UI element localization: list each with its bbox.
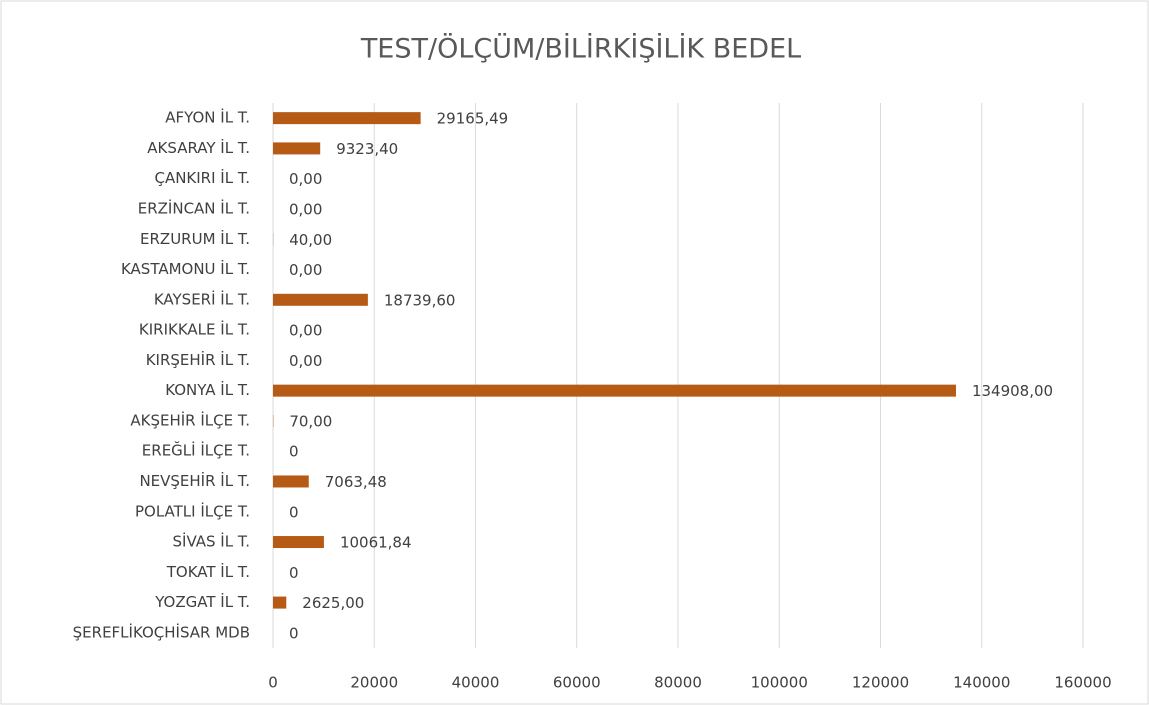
y-tick-label: AKSARAY İL T. [147, 138, 250, 157]
data-label: 2625,00 [302, 594, 364, 612]
data-label: 134908,00 [972, 382, 1053, 400]
x-tick-label: 80000 [654, 674, 702, 692]
data-label: 40,00 [289, 231, 332, 249]
data-label: 0 [289, 503, 299, 521]
x-tick-label: 120000 [852, 674, 909, 692]
y-tick-label: POLATLI İLÇE T. [135, 501, 250, 520]
y-tick-label: ÇANKIRI İL T. [154, 168, 250, 187]
bar [273, 293, 368, 306]
y-tick-label: ŞEREFLİKOÇHİSAR MDB [73, 622, 250, 641]
y-tick-label: ERZURUM İL T. [140, 229, 250, 248]
y-tick-label: NEVŞEHİR İL T. [139, 471, 250, 490]
data-label: 10061,84 [340, 534, 412, 552]
bar [273, 142, 321, 155]
data-label: 18739,60 [384, 291, 456, 309]
data-label: 0,00 [289, 352, 322, 370]
bar [273, 384, 956, 397]
bar [273, 475, 309, 488]
data-label: 0 [289, 624, 299, 642]
data-label: 0,00 [289, 170, 322, 188]
bar [273, 596, 287, 609]
y-tick-label: KIRŞEHİR İL T. [146, 350, 250, 369]
x-tick-label: 40000 [452, 674, 500, 692]
x-tick-label: 60000 [553, 674, 601, 692]
data-label: 70,00 [289, 412, 332, 430]
y-tick-label: KIRIKKALE İL T. [139, 320, 250, 339]
x-tick-label: 140000 [953, 674, 1010, 692]
y-tick-label: SİVAS İL T. [173, 532, 251, 551]
data-label: 0,00 [289, 322, 322, 340]
data-label: 0,00 [289, 200, 322, 218]
chart-title: TEST/ÖLÇÜM/BİLİRKİŞİLİK BEDEL [360, 33, 801, 65]
data-label: 29165,49 [437, 110, 509, 128]
data-label: 0 [289, 443, 299, 461]
y-tick-label: YOZGAT İL T. [154, 592, 250, 611]
bar [273, 112, 421, 125]
y-tick-label: KASTAMONU İL T. [121, 259, 250, 278]
data-label: 0,00 [289, 261, 322, 279]
x-tick-label: 160000 [1054, 674, 1111, 692]
x-tick-label: 0 [268, 674, 278, 692]
data-label: 9323,40 [336, 140, 398, 158]
data-label: 7063,48 [325, 473, 387, 491]
x-tick-label: 100000 [751, 674, 808, 692]
y-tick-label: AFYON İL T. [165, 108, 250, 127]
y-tick-label: EREĞLİ İLÇE T. [142, 441, 250, 460]
y-tick-label: KAYSERİ İL T. [154, 289, 250, 308]
x-tick-label: 20000 [350, 674, 398, 692]
y-tick-label: AKŞEHİR İLÇE T. [130, 410, 250, 429]
data-label: 0 [289, 564, 299, 582]
bar [273, 536, 324, 549]
y-tick-label: TOKAT İL T. [166, 562, 250, 581]
y-tick-label: ERZİNCAN İL T. [138, 198, 250, 217]
y-tick-label: KONYA İL T. [165, 380, 250, 399]
